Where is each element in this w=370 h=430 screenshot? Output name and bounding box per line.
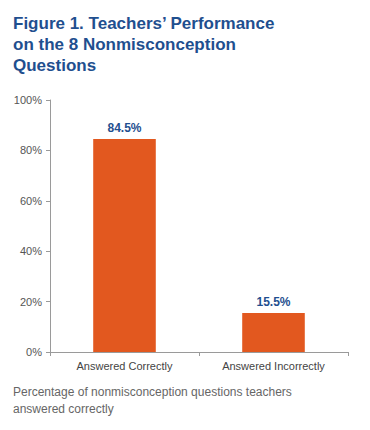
svg-text:60%: 60% — [20, 195, 42, 207]
svg-text:80%: 80% — [20, 144, 42, 156]
svg-text:40%: 40% — [20, 245, 42, 257]
svg-text:100%: 100% — [14, 94, 42, 106]
svg-text:84.5%: 84.5% — [107, 121, 141, 135]
svg-text:Answered Incorrectly: Answered Incorrectly — [222, 360, 325, 372]
svg-text:Figure 1. Teachers’ Performanc: Figure 1. Teachers’ Performance — [13, 14, 279, 33]
svg-text:on the 8 Nonmisconception: on the 8 Nonmisconception — [13, 35, 241, 54]
svg-text:answered correctly: answered correctly — [13, 402, 114, 416]
svg-text:0%: 0% — [26, 346, 42, 358]
svg-text:Percentage of nonmisconception: Percentage of nonmisconception questions… — [13, 385, 295, 399]
svg-text:Answered Correctly: Answered Correctly — [77, 360, 173, 372]
svg-text:20%: 20% — [20, 296, 42, 308]
svg-text:15.5%: 15.5% — [256, 295, 290, 309]
svg-text:Questions: Questions — [13, 56, 96, 75]
